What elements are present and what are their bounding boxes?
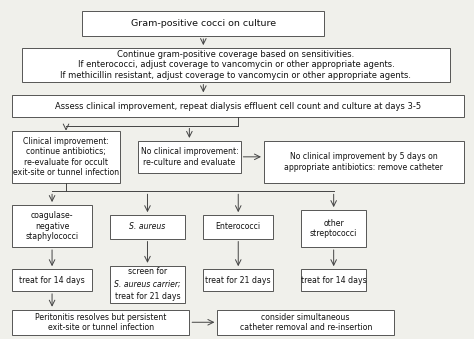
FancyBboxPatch shape <box>12 310 190 335</box>
FancyBboxPatch shape <box>12 205 91 247</box>
Text: treat for 14 days: treat for 14 days <box>301 276 366 284</box>
Text: No clinical improvement by 5 days on
appropriate antibiotics: remove catheter: No clinical improvement by 5 days on app… <box>284 152 443 172</box>
Text: other
streptococci: other streptococci <box>310 219 357 238</box>
Text: Assess clinical improvement, repeat dialysis effluent cell count and culture at : Assess clinical improvement, repeat dial… <box>55 102 421 111</box>
Text: No clinical improvement:
re-culture and evaluate: No clinical improvement: re-culture and … <box>141 147 238 166</box>
FancyBboxPatch shape <box>203 269 273 291</box>
Text: treat for 14 days: treat for 14 days <box>19 276 85 284</box>
Text: S. aureus carrier;: S. aureus carrier; <box>114 280 181 289</box>
Text: Continue gram-positive coverage based on sensitivities.
If enterococci, adjust c: Continue gram-positive coverage based on… <box>60 50 411 80</box>
FancyBboxPatch shape <box>110 215 185 239</box>
FancyBboxPatch shape <box>12 95 464 117</box>
Text: Enterococci: Enterococci <box>216 222 261 232</box>
FancyBboxPatch shape <box>82 11 324 36</box>
Text: treat for 21 days: treat for 21 days <box>115 292 180 301</box>
FancyBboxPatch shape <box>217 310 394 335</box>
FancyBboxPatch shape <box>301 269 366 291</box>
Text: treat for 21 days: treat for 21 days <box>205 276 271 284</box>
FancyBboxPatch shape <box>301 210 366 247</box>
FancyBboxPatch shape <box>12 131 119 183</box>
FancyBboxPatch shape <box>110 266 185 303</box>
FancyBboxPatch shape <box>12 269 91 291</box>
FancyBboxPatch shape <box>203 215 273 239</box>
Text: S. aureus: S. aureus <box>129 222 165 232</box>
Text: consider simultaneous
catheter removal and re-insertion: consider simultaneous catheter removal a… <box>239 313 372 332</box>
Text: Gram-positive cocci on culture: Gram-positive cocci on culture <box>131 19 276 28</box>
Text: coagulase-
negative
staphylococci: coagulase- negative staphylococci <box>26 211 79 241</box>
FancyBboxPatch shape <box>264 141 464 183</box>
FancyBboxPatch shape <box>138 141 241 173</box>
FancyBboxPatch shape <box>22 48 450 82</box>
Text: screen for: screen for <box>128 267 167 276</box>
Text: Clinical improvement:
continue antibiotics;
re-evaluate for occult
exit-site or : Clinical improvement: continue antibioti… <box>13 137 119 177</box>
Text: Peritonitis resolves but persistent
exit-site or tunnel infection: Peritonitis resolves but persistent exit… <box>35 313 167 332</box>
